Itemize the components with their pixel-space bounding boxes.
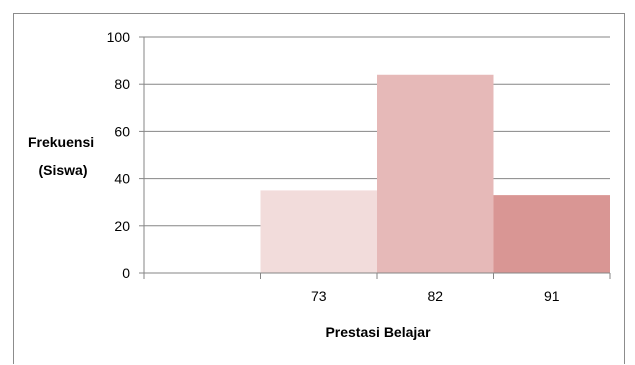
x-tick-labels: 73 82 91 <box>311 288 560 304</box>
x-axis-title: Prestasi Belajar <box>325 324 431 340</box>
y-tick-label: 40 <box>114 171 130 187</box>
bar <box>377 75 494 273</box>
y-tick-label: 0 <box>122 265 130 281</box>
y-tick-label: 60 <box>114 123 130 139</box>
x-tick-label: 91 <box>544 288 560 304</box>
x-tick-label: 82 <box>427 288 443 304</box>
y-tick-label: 80 <box>114 76 130 92</box>
bar <box>261 190 378 273</box>
bars <box>261 75 611 273</box>
y-tick-labels: 0 20 40 60 80 100 <box>107 29 131 281</box>
y-axis-title: Frekuensi (Siswa) <box>28 134 98 178</box>
bar <box>494 195 611 273</box>
y-tick-label: 20 <box>114 218 130 234</box>
x-tick-label: 73 <box>311 288 327 304</box>
y-tick-label: 100 <box>107 29 131 45</box>
y-axis-title-line-2: (Siswa) <box>38 162 87 178</box>
y-axis-title-line-1: Frekuensi <box>28 134 94 150</box>
